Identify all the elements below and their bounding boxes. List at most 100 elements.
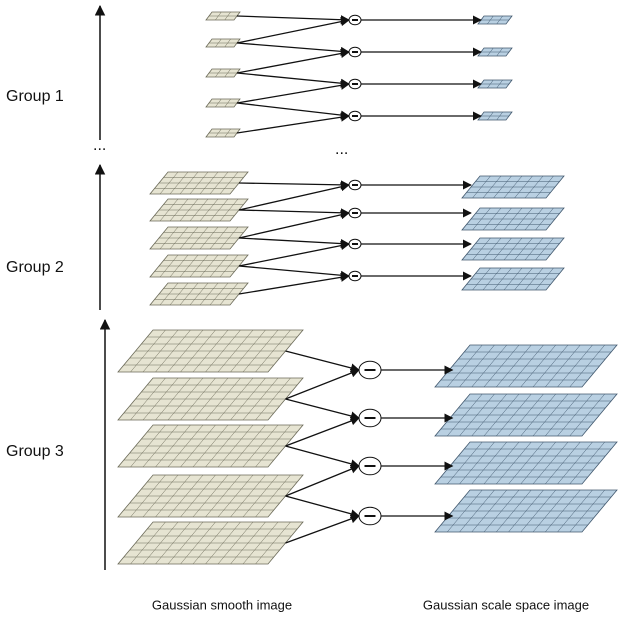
grid-line — [230, 329, 266, 373]
grid-line — [189, 282, 209, 306]
grid-line — [209, 226, 229, 250]
grid-line — [255, 377, 291, 421]
arrow — [236, 42, 350, 56]
grid-line — [482, 207, 502, 231]
grid-line — [524, 207, 544, 231]
arrow — [285, 368, 360, 400]
grid-line — [180, 521, 216, 565]
grid-line — [503, 175, 523, 199]
grid-line — [224, 98, 231, 108]
grid-line — [224, 38, 231, 48]
grid-line — [189, 198, 209, 222]
grid-line — [159, 226, 179, 250]
grid-line — [535, 207, 554, 231]
grid-line — [169, 254, 189, 278]
arrow — [285, 495, 360, 519]
grid-line — [535, 175, 554, 199]
grid-line — [514, 237, 533, 261]
grid-line — [508, 441, 544, 485]
grid-line — [255, 474, 291, 518]
grid-line — [215, 128, 222, 138]
grid-line — [209, 198, 229, 222]
separator: ... — [93, 137, 106, 154]
grid-line — [192, 377, 229, 421]
grid-line — [179, 254, 199, 278]
grid-line — [159, 171, 179, 195]
arrow — [285, 514, 360, 544]
grid-line — [167, 377, 204, 421]
grid-line — [205, 474, 241, 518]
grid-line — [508, 489, 544, 533]
grid-line — [242, 521, 279, 565]
grid-line — [180, 474, 216, 518]
grid-line — [215, 11, 222, 21]
grid-line — [155, 521, 191, 565]
arrow — [238, 182, 350, 211]
grid-line — [155, 329, 191, 373]
grid-line — [199, 282, 219, 306]
grid-line — [472, 207, 491, 231]
arrow — [236, 17, 350, 44]
grid-line — [159, 198, 179, 222]
caption: Gaussian smooth image — [152, 597, 292, 612]
grid-line — [192, 424, 229, 468]
grid-line — [545, 393, 581, 437]
grid-line — [205, 377, 241, 421]
grid-line — [493, 175, 512, 199]
grid-line — [130, 424, 166, 468]
grid-line — [483, 344, 520, 388]
grid-line — [130, 377, 166, 421]
arrow — [285, 350, 360, 373]
grid-line — [219, 282, 239, 306]
grid-line — [230, 474, 266, 518]
grid-line — [496, 344, 532, 388]
grid-line — [217, 424, 254, 468]
caption: Gaussian scale space image — [423, 597, 589, 612]
arrow — [238, 241, 350, 267]
arrow — [236, 80, 350, 104]
arrow — [236, 49, 350, 74]
grid-line — [524, 267, 544, 291]
grid-line — [224, 68, 231, 78]
grid-line — [483, 393, 520, 437]
grid-line — [130, 329, 166, 373]
grid-line — [557, 393, 593, 437]
grid-line — [199, 226, 219, 250]
grid-line — [557, 489, 593, 533]
grid-line — [209, 282, 229, 306]
grid-line — [217, 474, 254, 518]
arrow — [238, 265, 350, 280]
grid-line — [179, 226, 199, 250]
grid-line — [219, 226, 239, 250]
grid-line — [532, 441, 569, 485]
grid-line — [217, 329, 254, 373]
grid-line — [209, 171, 229, 195]
grid-line — [487, 111, 494, 121]
grid-line — [483, 441, 520, 485]
grid-line — [169, 282, 189, 306]
grid-line — [167, 474, 204, 518]
grid-line — [159, 254, 179, 278]
grid-line — [482, 267, 502, 291]
arrow — [238, 180, 350, 190]
grid-line — [199, 254, 219, 278]
grid-line — [471, 441, 507, 485]
grid-line — [169, 226, 189, 250]
grid-line — [471, 393, 507, 437]
grid-line — [569, 489, 605, 533]
grid-line — [569, 441, 605, 485]
grid-line — [520, 441, 556, 485]
grid-line — [192, 521, 229, 565]
grid-line — [503, 267, 523, 291]
grid-line — [219, 171, 239, 195]
grid-line — [487, 47, 494, 57]
grid-line — [255, 521, 291, 565]
grid-line — [459, 489, 495, 533]
grid-line — [520, 393, 556, 437]
grid-line — [230, 377, 266, 421]
grid-line — [472, 237, 491, 261]
grid-line — [482, 175, 502, 199]
grid-line — [189, 171, 209, 195]
grid-line — [520, 489, 556, 533]
